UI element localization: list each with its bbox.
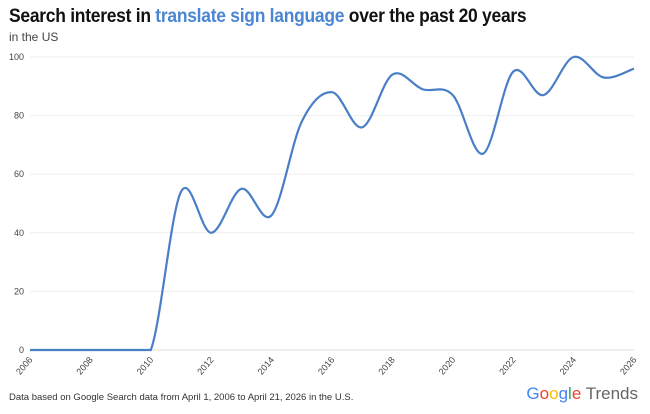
logo-letter: e <box>571 384 582 403</box>
chart-title: Search interest in translate sign langua… <box>9 6 527 28</box>
y-tick-label: 20 <box>14 286 24 296</box>
y-tick-label: 80 <box>14 111 24 121</box>
google-trends-logo: Google Trends <box>526 384 638 404</box>
y-tick-label: 40 <box>14 228 24 238</box>
title-keyword: translate sign language <box>155 6 345 27</box>
x-tick-label: 2008 <box>74 355 95 377</box>
series-line <box>30 55 635 352</box>
x-tick-label: 2010 <box>135 355 156 377</box>
logo-letter: G <box>526 384 540 403</box>
y-tick-label: 100 <box>9 52 24 62</box>
x-tick-label: 2022 <box>497 355 518 377</box>
google-wordmark: Google <box>526 384 581 403</box>
x-tick-label: 2024 <box>558 355 579 377</box>
x-tick-label: 2014 <box>256 355 277 377</box>
logo-letter: o <box>539 384 550 403</box>
title-suffix: over the past 20 years <box>344 6 527 27</box>
title-prefix: Search interest in <box>9 6 156 27</box>
logo-letter: o <box>549 384 559 403</box>
logo-letter: g <box>558 384 569 403</box>
logo-letter: l <box>568 384 572 403</box>
footer-note: Data based on Google Search data from Ap… <box>9 392 354 403</box>
y-tick-label: 60 <box>14 169 24 179</box>
x-tick-label: 2016 <box>316 355 337 377</box>
x-tick-label: 2006 <box>14 355 35 377</box>
x-tick-label: 2020 <box>437 355 458 377</box>
x-tick-label: 2018 <box>376 355 397 377</box>
x-tick-label: 2026 <box>618 355 639 377</box>
y-tick-label: 0 <box>19 345 24 355</box>
chart-subtitle: in the US <box>9 30 59 44</box>
x-tick-label: 2012 <box>195 355 216 377</box>
trends-wordmark: Trends <box>585 384 638 403</box>
